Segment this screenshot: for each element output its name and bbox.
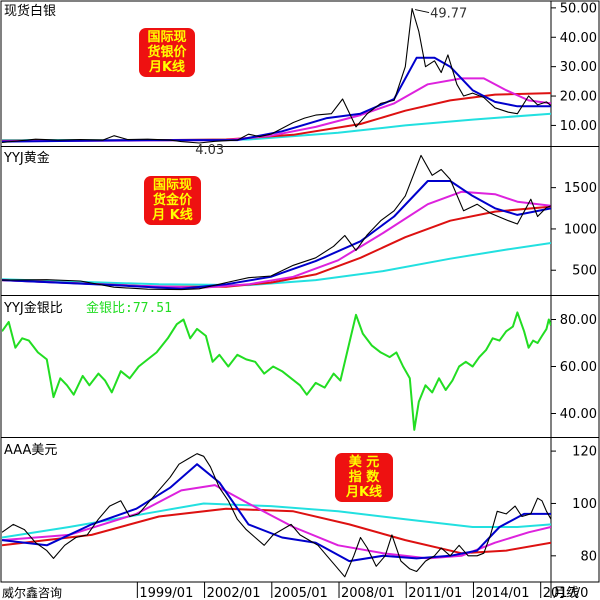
gold-badge-line-3: 月 K线 <box>152 208 193 223</box>
ratio-tick-label: 40.00 <box>560 407 597 422</box>
y-axis-ticks: 10.00 20.00 30.00 40.00 50.00 500 1000 1500 40.0… <box>551 1 597 564</box>
usd-panel-label: AAA美元 <box>4 443 58 458</box>
usd-ma-line-2 <box>2 484 551 560</box>
usd-badge-line-1: 美 元 <box>348 455 380 470</box>
silver-low-label: 4.03 <box>195 143 224 158</box>
annotations: 49.77 4.03 <box>195 7 467 158</box>
ratio-line <box>2 311 551 431</box>
x-tick-label: 2017/0 <box>543 586 589 600</box>
gold-tick-label: 500 <box>572 264 597 279</box>
silver-high-label: 49.77 <box>430 7 467 22</box>
ratio-tick-label: 80.00 <box>560 313 597 328</box>
gold-ma-line-1 <box>2 180 551 290</box>
usd-ma-line-1 <box>2 463 551 563</box>
usd-badge: 美 元 指 数 月K线 <box>335 453 393 502</box>
usd-badge-line-2: 指 数 <box>348 470 380 485</box>
x-tick-label: 2005/01 <box>274 586 328 600</box>
usd-tick-label: 100 <box>572 497 597 512</box>
gold-tick-label: 1000 <box>564 222 597 237</box>
x-tick-label: 2008/01 <box>341 586 395 600</box>
gold-badge-line-1: 国际现 <box>152 178 192 193</box>
usd-badge-line-3: 月K线 <box>345 485 383 500</box>
x-tick-label: 2014/01 <box>475 586 529 600</box>
silver-badge-line-2: 货银价 <box>147 45 187 60</box>
ratio-panel-label: YYJ金银比 <box>4 301 63 316</box>
silver-panel-label: 现货白银 <box>4 4 57 19</box>
silver-tick-label: 10.00 <box>560 119 597 134</box>
usd-ma-line-4 <box>2 502 551 539</box>
series-layer <box>2 8 551 578</box>
x-axis: 1999/01 2002/01 2005/01 2008/01 2011/01 2014/… <box>2 582 588 600</box>
silver-badge-line-1: 国际现 <box>147 30 187 45</box>
source-label: 威尔鑫咨询 <box>2 585 62 600</box>
silver-price-line <box>2 8 551 144</box>
silver-ma-line-3 <box>2 92 551 142</box>
gold-badge: 国际现 货金价 月 K线 <box>144 176 201 225</box>
gold-ma-line-4 <box>2 242 551 287</box>
usd-tick-label: 120 <box>572 445 597 460</box>
x-tick-label: 2011/01 <box>408 586 462 600</box>
ratio-value-label: 金银比:77.51 <box>86 301 172 316</box>
silver-tick-label: 50.00 <box>560 1 597 16</box>
x-tick-label: 1999/01 <box>139 586 193 600</box>
gold-price-line <box>2 154 551 291</box>
gold-panel-label: YYJ黄金 <box>4 151 50 166</box>
silver-tick-label: 30.00 <box>560 60 597 75</box>
outer-frame <box>0 0 600 583</box>
usd-price-line <box>2 453 551 578</box>
period-label: 月线 <box>553 586 579 600</box>
silver-badge: 国际现 货银价 月K线 <box>139 28 195 77</box>
usd-tick-label: 80 <box>580 549 597 564</box>
gold-badge-line-2: 货金价 <box>152 193 192 208</box>
silver-tick-label: 20.00 <box>560 90 597 105</box>
x-tick-label: 2002/01 <box>207 586 261 600</box>
gold-tick-label: 1500 <box>564 181 597 196</box>
ratio-tick-label: 60.00 <box>560 360 597 375</box>
silver-high-pointer <box>414 9 430 14</box>
silver-badge-line-3: 月K线 <box>148 60 186 75</box>
silver-ma-line-1 <box>2 56 551 143</box>
silver-tick-label: 40.00 <box>560 31 597 46</box>
